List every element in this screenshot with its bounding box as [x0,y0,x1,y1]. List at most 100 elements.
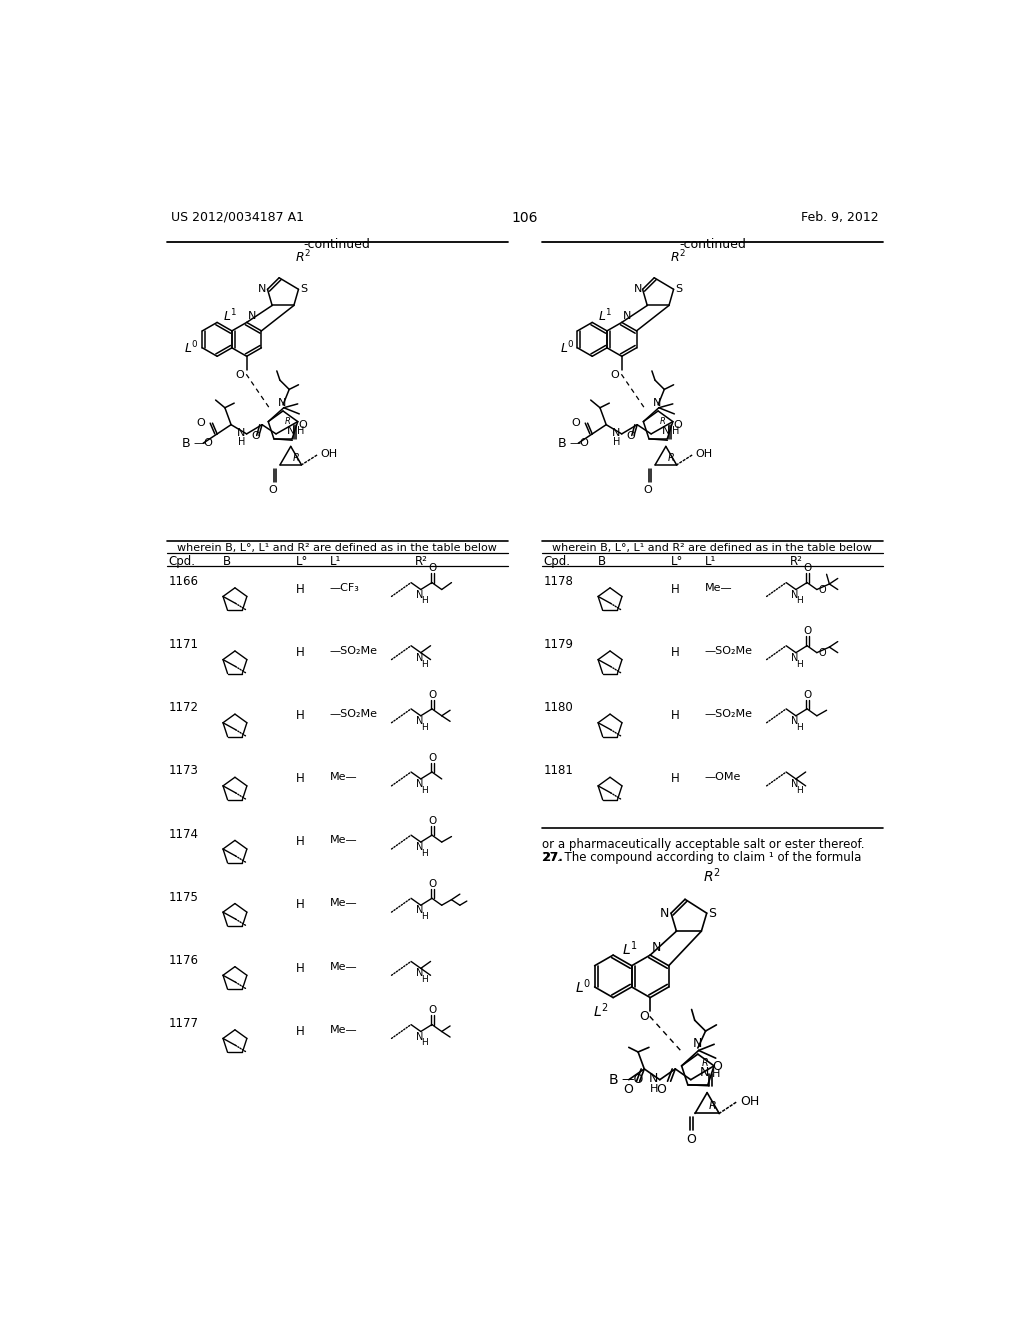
Text: N: N [791,652,798,663]
Text: N: N [660,907,670,920]
Text: N: N [287,425,295,436]
Text: R: R [292,453,299,463]
Text: N: N [258,284,266,294]
Text: H: H [295,836,304,849]
Text: H: H [295,582,304,595]
Text: N: N [634,284,642,294]
Text: H: H [797,723,803,731]
Text: OH: OH [695,449,713,459]
Text: H: H [672,425,680,436]
Text: N: N [416,1031,423,1041]
Text: Feb. 9, 2012: Feb. 9, 2012 [802,211,879,224]
Text: O: O [429,1006,437,1015]
Text: N: N [248,312,256,321]
Text: N: N [416,906,423,915]
Text: -continued: -continued [679,238,745,251]
Text: O: O [429,752,437,763]
Text: —SO₂Me: —SO₂Me [705,645,753,656]
Text: —SO₂Me: —SO₂Me [705,709,753,719]
Text: O: O [624,1082,634,1096]
Text: H: H [295,709,304,722]
Text: 1177: 1177 [168,1016,199,1030]
Text: 27. The compound according to claim ¹ of the formula: 27. The compound according to claim ¹ of… [542,851,861,865]
Text: 1179: 1179 [544,638,573,651]
Text: $R^2$: $R^2$ [702,867,721,886]
Text: O: O [818,585,826,594]
Text: N: N [623,312,631,321]
Text: Me—: Me— [330,899,357,908]
Text: H: H [712,1069,720,1078]
Text: L¹: L¹ [705,554,716,568]
Text: R: R [709,1101,717,1110]
Text: 106: 106 [512,211,538,224]
Text: H: H [297,425,304,436]
Text: O: O [610,370,620,380]
Text: H: H [421,912,428,921]
Text: 1171: 1171 [168,638,199,651]
Text: O: O [299,420,307,430]
Text: R: R [668,453,674,463]
Text: Me—: Me— [330,772,357,781]
Text: O: O [804,689,812,700]
Text: N: N [416,652,423,663]
Text: Me—: Me— [330,836,357,845]
Text: $L^0$: $L^0$ [559,339,574,356]
Text: N: N [416,779,423,789]
Text: H: H [797,597,803,606]
Text: —O: —O [194,438,214,449]
Text: N: N [279,397,287,408]
Text: H: H [421,849,428,858]
Text: H: H [671,772,679,785]
Text: O: O [196,418,205,428]
Text: H: H [238,437,245,446]
Text: 1166: 1166 [168,576,199,587]
Text: N: N [237,428,245,438]
Text: 1174: 1174 [168,828,199,841]
Text: O: O [804,564,812,573]
Text: $L^2$: $L^2$ [593,1002,609,1020]
Text: $R^2$: $R^2$ [295,249,310,265]
Text: Me—: Me— [330,961,357,972]
Text: O: O [686,1134,696,1147]
Text: H: H [421,723,428,731]
Text: —CF₃: —CF₃ [330,582,359,593]
Text: S: S [675,284,682,294]
Text: Me—: Me— [330,1024,357,1035]
Text: L°: L° [671,554,683,568]
Text: N: N [649,1072,658,1085]
Text: 1172: 1172 [168,701,199,714]
Text: N: N [416,842,423,853]
Text: O: O [656,1082,666,1096]
Text: H: H [421,785,428,795]
Text: 27.: 27. [542,851,563,865]
Text: $L^1$: $L^1$ [223,308,238,325]
Text: 1175: 1175 [168,891,199,904]
Text: R: R [702,1059,709,1068]
Text: 1181: 1181 [544,764,573,777]
Text: B: B [182,437,190,450]
Text: N: N [692,1038,701,1051]
Text: —OMe: —OMe [705,772,741,781]
Text: O: O [804,627,812,636]
Text: 1176: 1176 [168,954,199,966]
Text: Cpd.: Cpd. [168,554,196,568]
Text: B: B [223,554,231,568]
Text: N: N [651,941,662,953]
Text: O: O [429,879,437,890]
Text: OH: OH [740,1094,760,1107]
Text: H: H [295,645,304,659]
Text: 1178: 1178 [544,576,573,587]
Text: H: H [421,1039,428,1048]
Text: H: H [797,785,803,795]
Text: $L^0$: $L^0$ [184,339,200,356]
Text: B: B [557,437,566,450]
Text: OH: OH [321,449,337,459]
Text: R²: R² [415,554,428,568]
Text: O: O [674,420,682,430]
Text: H: H [612,437,621,446]
Text: O: O [713,1060,722,1073]
Text: H: H [295,961,304,974]
Text: H: H [671,582,679,595]
Text: $L^1$: $L^1$ [598,308,612,325]
Text: O: O [818,648,826,657]
